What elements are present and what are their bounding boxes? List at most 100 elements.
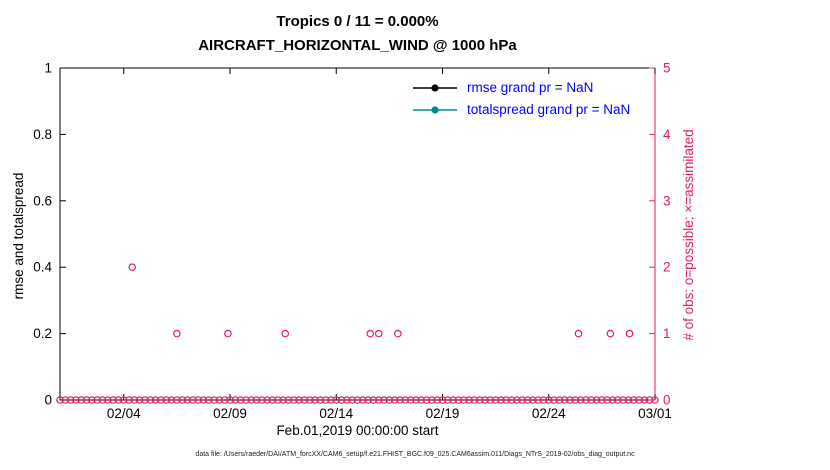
obs-count-point: [220, 396, 229, 404]
obs-count-point: [327, 396, 335, 404]
obs-count-point: [486, 396, 495, 404]
y-tick-label-left: 0.4: [33, 260, 52, 275]
x-axis-label: Feb.01,2019 00:00:00 start: [276, 423, 439, 438]
data-file-path: data file: /Users/raeder/DAI/ATM_forcXX/…: [195, 451, 635, 458]
x-tick-label: 02/19: [426, 406, 460, 421]
obs-count-point: [380, 396, 388, 404]
obs-count-point: [422, 396, 431, 404]
obs-count-point: [359, 396, 367, 404]
y-tick-label-left: 0: [44, 393, 52, 408]
obs-count-point: [162, 396, 171, 404]
obs-count-point: [66, 396, 75, 404]
obs-count-point: [576, 396, 585, 404]
obs-count-point: [574, 329, 583, 338]
legend-label-totalspread: totalspread grand pr = NaN: [467, 102, 631, 117]
rmse-line-marker-icon: [413, 83, 457, 92]
obs-count-point: [374, 329, 383, 338]
obs-count-point: [119, 396, 128, 404]
obs-count-point: [93, 396, 101, 404]
obs-count-point: [465, 396, 473, 404]
obs-count-point: [625, 329, 634, 338]
x-tick-label: 02/24: [532, 406, 566, 421]
obs-count-point: [215, 396, 224, 404]
obs-count-point: [61, 396, 70, 404]
obs-count-point: [571, 396, 580, 404]
x-tick-label: 03/01: [638, 406, 672, 421]
obs-count-point: [502, 396, 511, 404]
obs-count-point: [606, 329, 615, 338]
y-tick-label-left: 0.8: [33, 127, 52, 142]
obs-count-point: [236, 396, 245, 404]
obs-count-point: [135, 396, 144, 404]
obs-count-point: [128, 263, 137, 272]
obs-count-point: [390, 396, 399, 404]
obs-count-point: [651, 396, 659, 404]
totalspread-legend-dot: [431, 105, 439, 114]
obs-count-point: [305, 396, 314, 404]
obs-count-point: [104, 396, 112, 404]
obs-count-point: [242, 396, 250, 404]
obs-count-point: [151, 396, 160, 404]
obs-count-point: [88, 396, 96, 404]
obs-count-point: [189, 396, 197, 404]
obs-count-point: [366, 329, 375, 338]
obs-count-point: [475, 396, 484, 404]
legend-label-rmse: rmse grand pr = NaN: [467, 80, 594, 95]
plot-title-line2: AIRCRAFT_HORIZONTAL_WIND @ 1000 hPa: [198, 37, 517, 54]
obs-count-point: [459, 396, 468, 404]
obs-count-point: [204, 396, 213, 404]
y-tick-label-right: 1: [663, 326, 671, 341]
obs-count-point: [274, 396, 282, 404]
obs-count-point: [337, 396, 346, 404]
obs-count-point: [444, 396, 452, 404]
obs-count-point: [109, 396, 117, 404]
obs-count-point: [289, 396, 298, 404]
obs-count-point: [252, 396, 261, 404]
obs-count-point: [98, 396, 107, 404]
obs-count-point: [534, 396, 542, 404]
obs-count-point: [173, 329, 181, 338]
plot-title-line1: Tropics 0 / 11 = 0.000%: [276, 13, 439, 30]
obs-count-point: [167, 396, 176, 404]
obs-count-point: [56, 396, 64, 404]
obs-count-point: [587, 396, 596, 404]
obs-count-point: [369, 396, 378, 404]
obs-count-point: [470, 396, 479, 404]
obs-count-point: [454, 396, 463, 404]
obs-count-point: [281, 329, 290, 338]
obs-count-point: [364, 396, 372, 404]
obs-count-point: [295, 396, 303, 404]
obs-count-point: [438, 396, 447, 404]
x-tick-label: 02/09: [213, 406, 247, 421]
obs-count-point: [507, 396, 516, 404]
obs-count-point: [412, 396, 420, 404]
obs-count-point: [226, 396, 234, 404]
obs-count-point: [199, 396, 208, 404]
obs-count-point: [224, 329, 232, 338]
obs-count-point: [343, 396, 351, 404]
obs-count-point: [645, 396, 654, 404]
obs-count-point: [157, 396, 165, 404]
obs-count-point: [598, 396, 606, 404]
obs-count-point: [279, 396, 287, 404]
obs-count-point: [316, 396, 325, 404]
obs-count-point: [629, 396, 638, 404]
legend-item-totalspread: totalspread grand pr = NaN: [412, 102, 630, 117]
obs-count-point: [513, 396, 521, 404]
obs-count-point: [300, 396, 309, 404]
obs-count-point: [523, 396, 532, 404]
x-tick-label: 02/04: [107, 406, 141, 421]
obs-count-point: [497, 396, 505, 404]
y-tick-label-right: 0: [663, 393, 671, 408]
y-tick-label-left: 0.6: [33, 193, 52, 208]
obs-count-point: [544, 396, 553, 404]
obs-count-point: [635, 396, 643, 404]
obs-count-point: [332, 396, 341, 404]
obs-count-point: [77, 396, 86, 404]
obs-count-point: [481, 396, 489, 404]
obs-count-point: [130, 396, 139, 404]
obs-count-point: [374, 396, 383, 404]
obs-count-point: [247, 396, 256, 404]
obs-count-point: [268, 396, 277, 404]
